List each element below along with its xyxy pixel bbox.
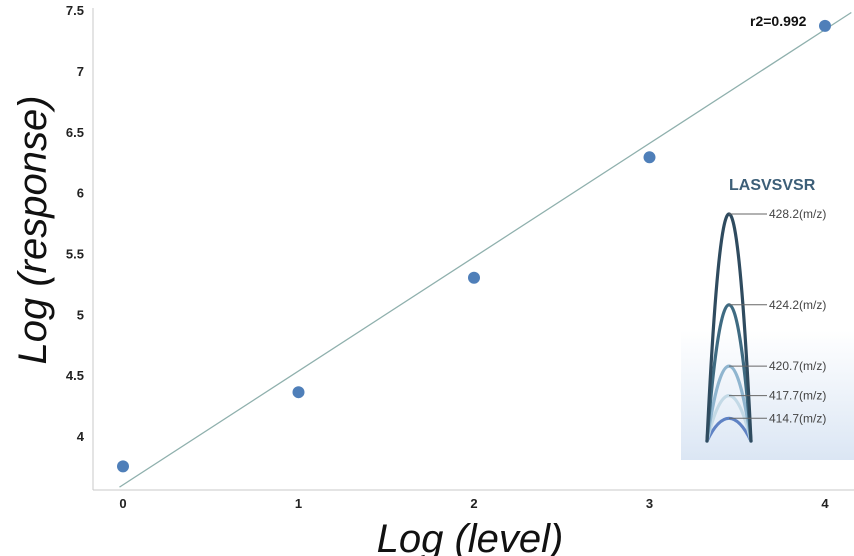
peak-label: 428.2(m/z) (769, 207, 826, 221)
peak-label: 414.7(m/z) (769, 411, 826, 425)
inset-title: LASVSVSR (729, 177, 816, 194)
inset-peaks: LASVSVSR 428.2(m/z)424.2(m/z)420.7(m/z)4… (681, 172, 854, 460)
peak-label: 420.7(m/z) (769, 359, 826, 373)
x-tick-label: 4 (821, 496, 829, 511)
data-point (292, 386, 305, 399)
peak-label: 424.2(m/z) (769, 298, 826, 312)
y-tick-label: 5 (77, 307, 84, 322)
x-tick-label: 2 (470, 496, 477, 511)
y-tick-label: 5.5 (66, 246, 84, 261)
y-axis-title: Log (response) (11, 95, 55, 364)
y-tick-label: 7 (77, 64, 84, 79)
y-tick-label: 7.5 (66, 3, 84, 18)
data-point (117, 460, 129, 473)
x-tick-label: 0 (119, 496, 126, 511)
data-point (643, 151, 656, 164)
data-point (468, 271, 480, 284)
x-tick-label: 3 (646, 496, 653, 511)
x-tick-labels: 0 1 2 3 4 (119, 496, 829, 511)
peak-curves: 428.2(m/z) 424.2(m/z) 420.7(m/z) 417.7(m/z)… (705, 207, 826, 443)
r2-annotation: r2=0.992 (750, 13, 807, 29)
data-point (819, 19, 831, 32)
x-axis-title: Log (level) (377, 517, 564, 556)
data-points (117, 19, 831, 473)
regression-line (119, 11, 852, 488)
peak-label: 417.7(m/z) (769, 389, 826, 403)
y-tick-label: 4.5 (66, 368, 84, 383)
y-tick-label: 6 (77, 186, 84, 201)
y-tick-labels: 4 4.5 5 5.5 6 6.5 7 7.5 (66, 3, 85, 444)
y-tick-label: 4 (77, 429, 85, 444)
y-tick-label: 6.5 (66, 125, 84, 140)
x-tick-label: 1 (295, 496, 302, 511)
